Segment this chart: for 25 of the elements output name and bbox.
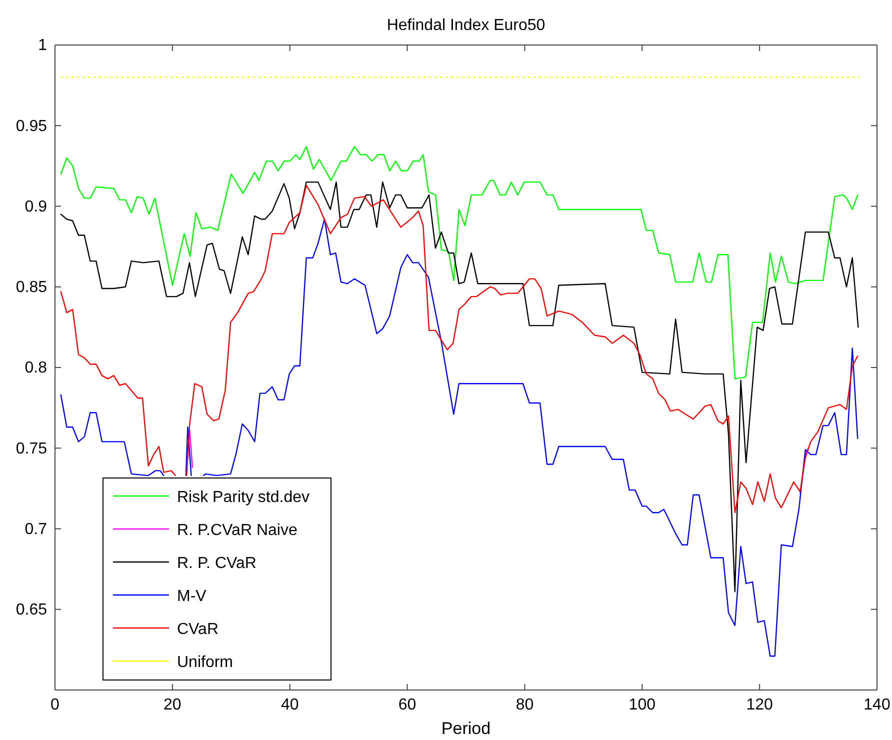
legend-label: R. P. CVaR [177,555,256,572]
chart-title: Hefindal Index Euro50 [386,17,546,34]
legend-label: Uniform [177,654,234,671]
y-tick-label: 0.75 [16,440,48,458]
legend-label: CVaR [177,621,218,638]
x-tick-label: 0 [50,696,60,714]
legend-label: Risk Parity std.dev [177,489,310,506]
y-tick-label: 0.95 [16,118,48,135]
y-tick-label: 0.9 [24,198,48,216]
legend-label: M-V [177,588,207,605]
x-axis-title: Period [441,719,491,738]
x-tick-label: 40 [280,696,299,714]
x-tick-label: 80 [516,696,534,714]
x-tick-label: 100 [628,696,656,714]
legend-label: R. P.CVaR Naive [177,522,298,539]
y-tick-label: 0.85 [16,278,48,296]
y-tick-label: 0.65 [16,601,48,618]
line-series [60,146,858,380]
x-tick-label: 140 [864,696,890,714]
x-tick-label: 20 [164,696,182,714]
y-tick-label: 0.7 [24,520,48,538]
x-tick-label: 120 [746,696,774,714]
y-tick-label: 1 [38,37,48,54]
y-tick-label: 0.8 [24,360,48,377]
x-tick-label: 60 [398,696,416,714]
